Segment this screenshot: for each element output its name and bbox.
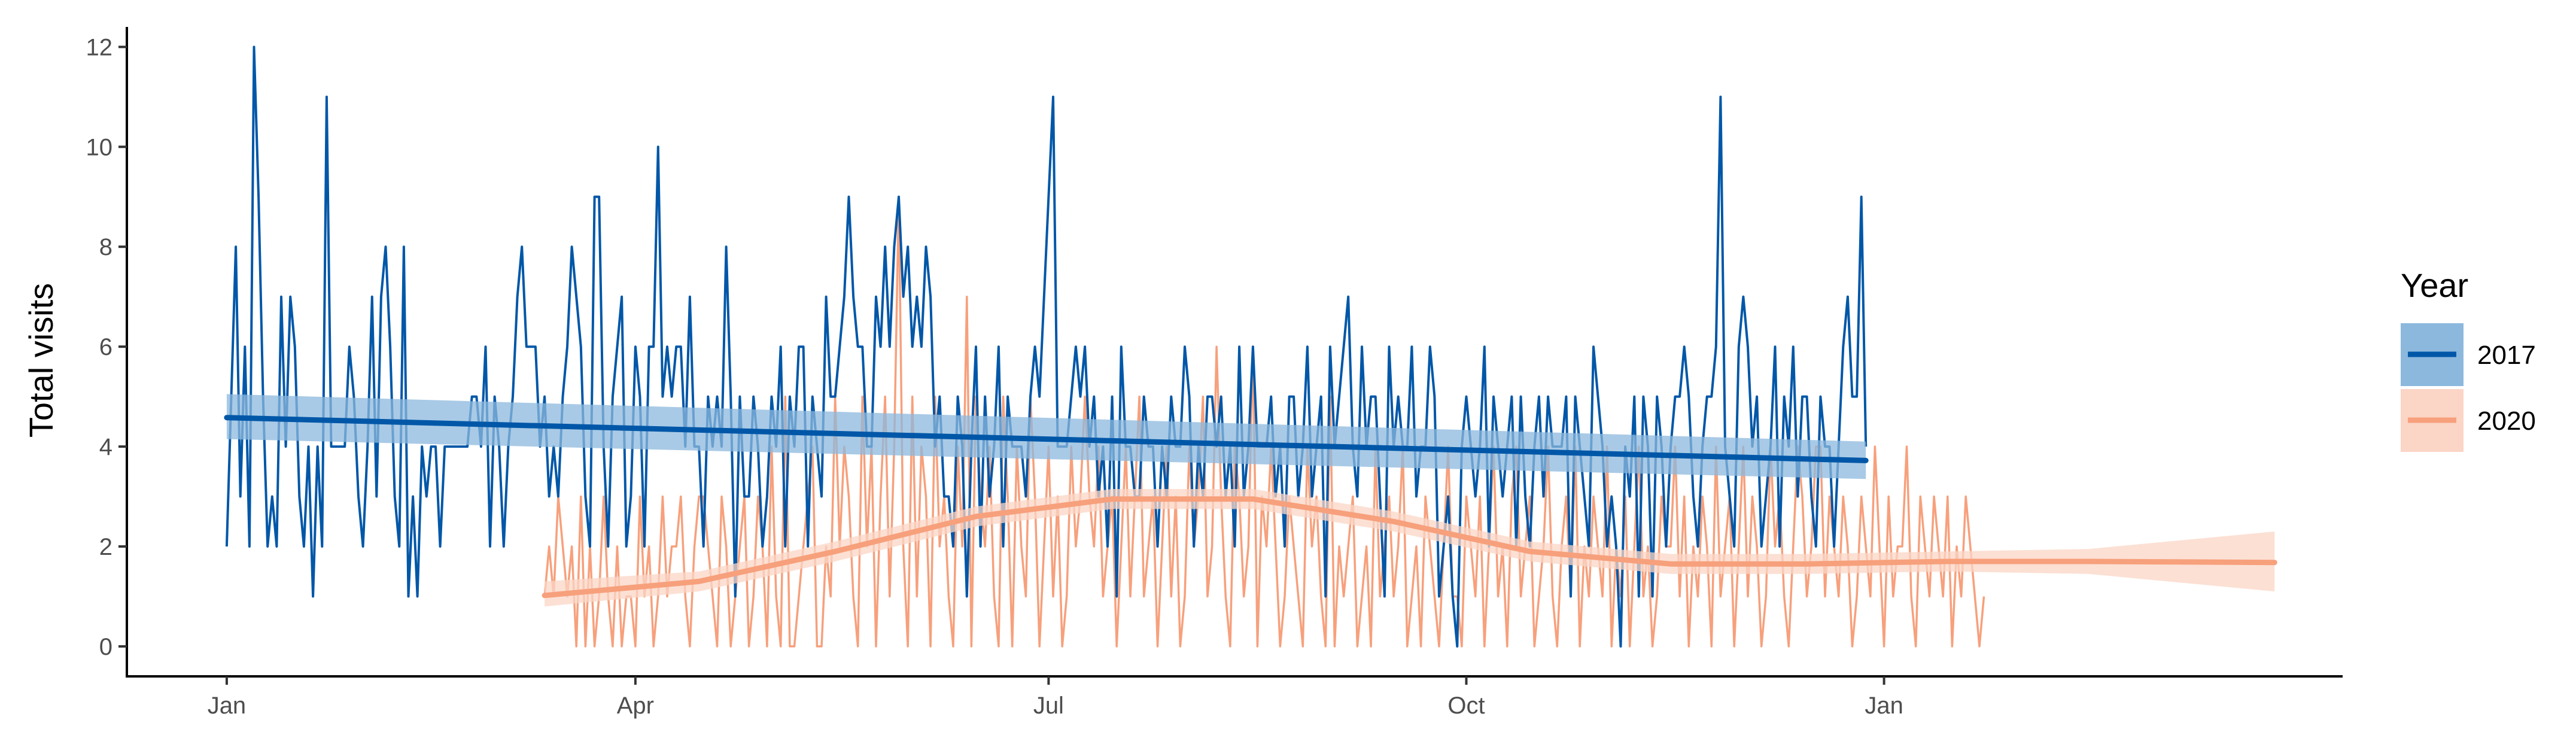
y-axis-title: Total visits: [22, 283, 60, 438]
trend-lines: [224, 394, 2277, 607]
legend: Year 2017 2020: [2401, 266, 2536, 452]
legend-label-2020: 2020: [2477, 406, 2536, 436]
legend-title: Year: [2401, 266, 2468, 304]
y-tick-label: 2: [99, 534, 112, 560]
x-tick-label: Jan: [208, 693, 247, 719]
trend-line-2020: [542, 496, 2277, 599]
series-line-2017: [225, 45, 1868, 648]
y-tick-label: 0: [99, 634, 112, 660]
x-tick-label: Jan: [1865, 693, 1903, 719]
x-axis-ticks: Jan Apr Jul Oct Jan: [208, 676, 1903, 719]
legend-label-2017: 2017: [2477, 341, 2536, 370]
y-tick-label: 4: [99, 434, 112, 460]
plot-panel: [224, 45, 2277, 648]
y-tick-label: 12: [86, 34, 113, 60]
y-tick-label: 10: [86, 134, 113, 160]
x-tick-label: Apr: [617, 693, 654, 719]
x-tick-label: Jul: [1033, 693, 1064, 719]
y-tick-label: 8: [99, 234, 112, 260]
y-tick-label: 6: [99, 334, 112, 360]
x-tick-label: Oct: [1447, 693, 1485, 719]
trend-line-2017: [224, 415, 1869, 463]
y-axis-ticks: 0 2 4 6 8 10 12: [86, 34, 127, 660]
